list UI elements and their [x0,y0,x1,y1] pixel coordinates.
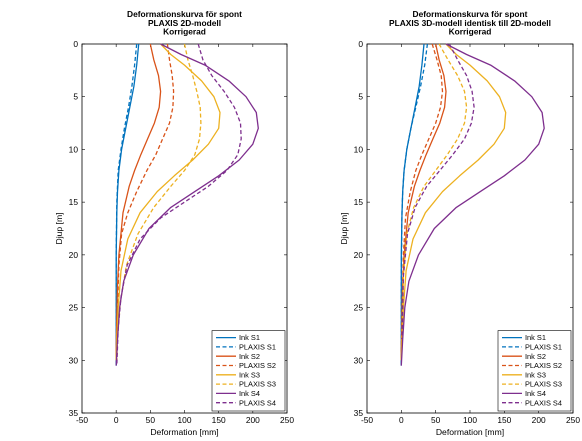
chart-title-line: PLAXIS 2D-modell [148,18,221,28]
x-tick-label: -50 [361,415,373,425]
legend-label: PLAXIS S2 [525,361,562,370]
y-tick-label: 15 [69,197,79,207]
x-tick-label: 200 [246,415,260,425]
x-axis-label: Deformation [mm] [436,427,504,437]
series-line-plaxis-s4 [401,43,475,340]
y-tick-label: 30 [354,355,364,365]
y-tick-label: 35 [69,408,79,418]
x-tick-label: 50 [431,415,441,425]
y-tick-label: 5 [358,92,363,102]
legend-label: Ink S3 [239,370,260,379]
x-tick-label: 0 [114,415,119,425]
y-tick-label: 5 [73,92,78,102]
legend-label: Ink S1 [525,333,546,342]
y-tick-label: 0 [358,39,363,49]
legend-label: PLAXIS S2 [239,361,276,370]
x-tick-label: 200 [532,415,546,425]
chart-title-line: PLAXIS 3D-modell identisk till 2D-modell [389,18,551,28]
legend-label: PLAXIS S4 [525,398,562,407]
x-tick-label: 100 [178,415,192,425]
chart-title-line: Korrigerad [449,27,492,37]
y-tick-label: 30 [69,355,79,365]
chart-title-line: Deformationskurva för spont [413,9,528,19]
y-tick-label: 25 [354,303,364,313]
y-axis-label: Djup [m] [339,213,349,245]
series-line-plaxis-s1 [115,43,138,366]
legend-label: Ink S3 [525,370,546,379]
legend-label: Ink S4 [525,389,546,398]
x-tick-label: 150 [497,415,511,425]
series-line-plaxis-s3 [116,43,202,361]
series-line-ink-s3 [115,43,221,361]
legend-label: Ink S2 [525,352,546,361]
legend-label: Ink S1 [239,333,260,342]
y-tick-label: 0 [73,39,78,49]
legend-box [211,330,286,412]
legend-label: PLAXIS S3 [525,380,562,389]
x-tick-label: 250 [280,415,294,425]
y-tick-label: 10 [69,144,79,154]
y-tick-label: 15 [354,197,364,207]
legend-label: Ink S4 [239,389,260,398]
x-axis-label: Deformation [mm] [150,427,218,437]
y-tick-label: 35 [354,408,364,418]
y-tick-label: 10 [354,144,364,154]
y-tick-label: 20 [354,250,364,260]
x-tick-label: -50 [76,415,88,425]
legend-label: PLAXIS S1 [525,343,562,352]
series-line-plaxis-s2 [116,43,175,361]
series-line-plaxis-s1 [400,43,429,366]
series-line-ink-s1 [400,43,425,366]
legend-label: Ink S2 [239,352,260,361]
x-tick-label: 0 [399,415,404,425]
x-tick-label: 100 [463,415,477,425]
y-axis-label: Djup [m] [54,213,64,245]
series-line-ink-s2 [115,43,162,361]
series-line-ink-s3 [400,43,507,361]
legend-label: PLAXIS S4 [239,398,276,407]
series-line-plaxis-s2 [400,43,444,361]
y-tick-label: 25 [69,303,79,313]
series-line-ink-s4 [115,43,259,366]
x-tick-label: 250 [566,415,580,425]
x-tick-label: 50 [146,415,156,425]
y-tick-label: 20 [69,250,79,260]
series-line-plaxis-s3 [401,43,468,340]
chart-title-line: Korrigerad [163,27,206,37]
series-line-plaxis-s4 [116,43,242,366]
legend-box [497,330,572,412]
series-line-ink-s1 [115,43,140,366]
legend-label: PLAXIS S1 [239,343,276,352]
chart-title-line: Deformationskurva för spont [127,9,242,19]
legend-label: PLAXIS S3 [239,380,276,389]
series-line-ink-s4 [400,43,545,366]
x-tick-label: 150 [212,415,226,425]
